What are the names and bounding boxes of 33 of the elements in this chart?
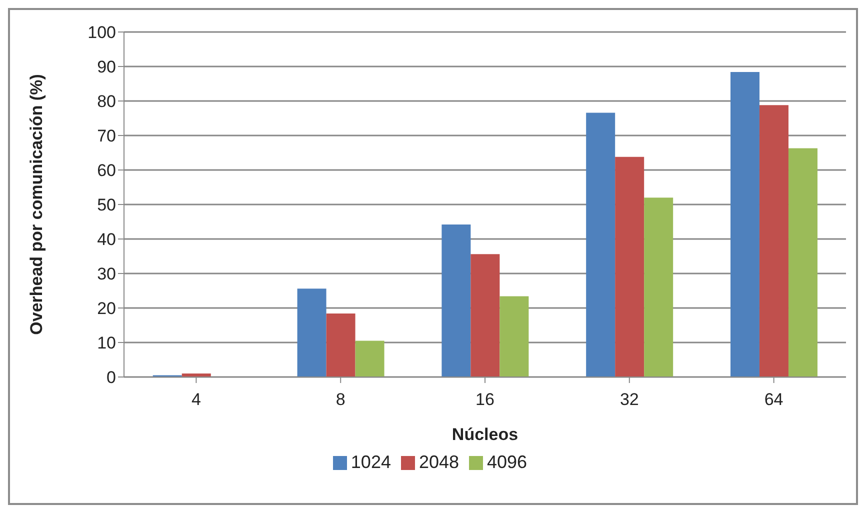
y-tick-label: 20 (97, 299, 116, 318)
x-tick-label: 64 (764, 390, 784, 410)
y-tick-label: 30 (97, 264, 116, 284)
y-tick-label: 70 (97, 126, 116, 146)
x-tick-label: 16 (476, 390, 494, 410)
legend-label: 2048 (418, 452, 460, 472)
bar (326, 314, 356, 377)
x-tick-label: 8 (336, 390, 346, 410)
y-tick-label: 50 (97, 196, 116, 215)
bar (297, 288, 326, 377)
y-tick-label: 10 (97, 334, 116, 353)
bar (759, 105, 788, 377)
bar (500, 296, 529, 377)
x-tick-label: 4 (191, 390, 201, 410)
legend-label: 4096 (487, 452, 528, 472)
bar (644, 198, 674, 377)
y-tick-label: 90 (97, 58, 116, 77)
legend-label: 1024 (350, 452, 391, 472)
x-axis-title: Núcleos (452, 425, 518, 444)
x-tick-label: 32 (620, 390, 639, 410)
y-tick-label: 60 (97, 161, 116, 180)
bar (586, 112, 616, 377)
bar (470, 254, 500, 377)
y-tick-label: 40 (97, 230, 116, 250)
bar (355, 340, 384, 377)
bar (788, 148, 818, 377)
y-tick-label: 100 (88, 23, 116, 42)
y-tick-label: 80 (97, 92, 116, 112)
bar (615, 156, 644, 377)
bar (730, 72, 760, 377)
y-tick-label: 0 (106, 368, 116, 388)
bar (442, 224, 471, 377)
y-axis-title: Overhead por comunicación (%) (27, 74, 46, 335)
